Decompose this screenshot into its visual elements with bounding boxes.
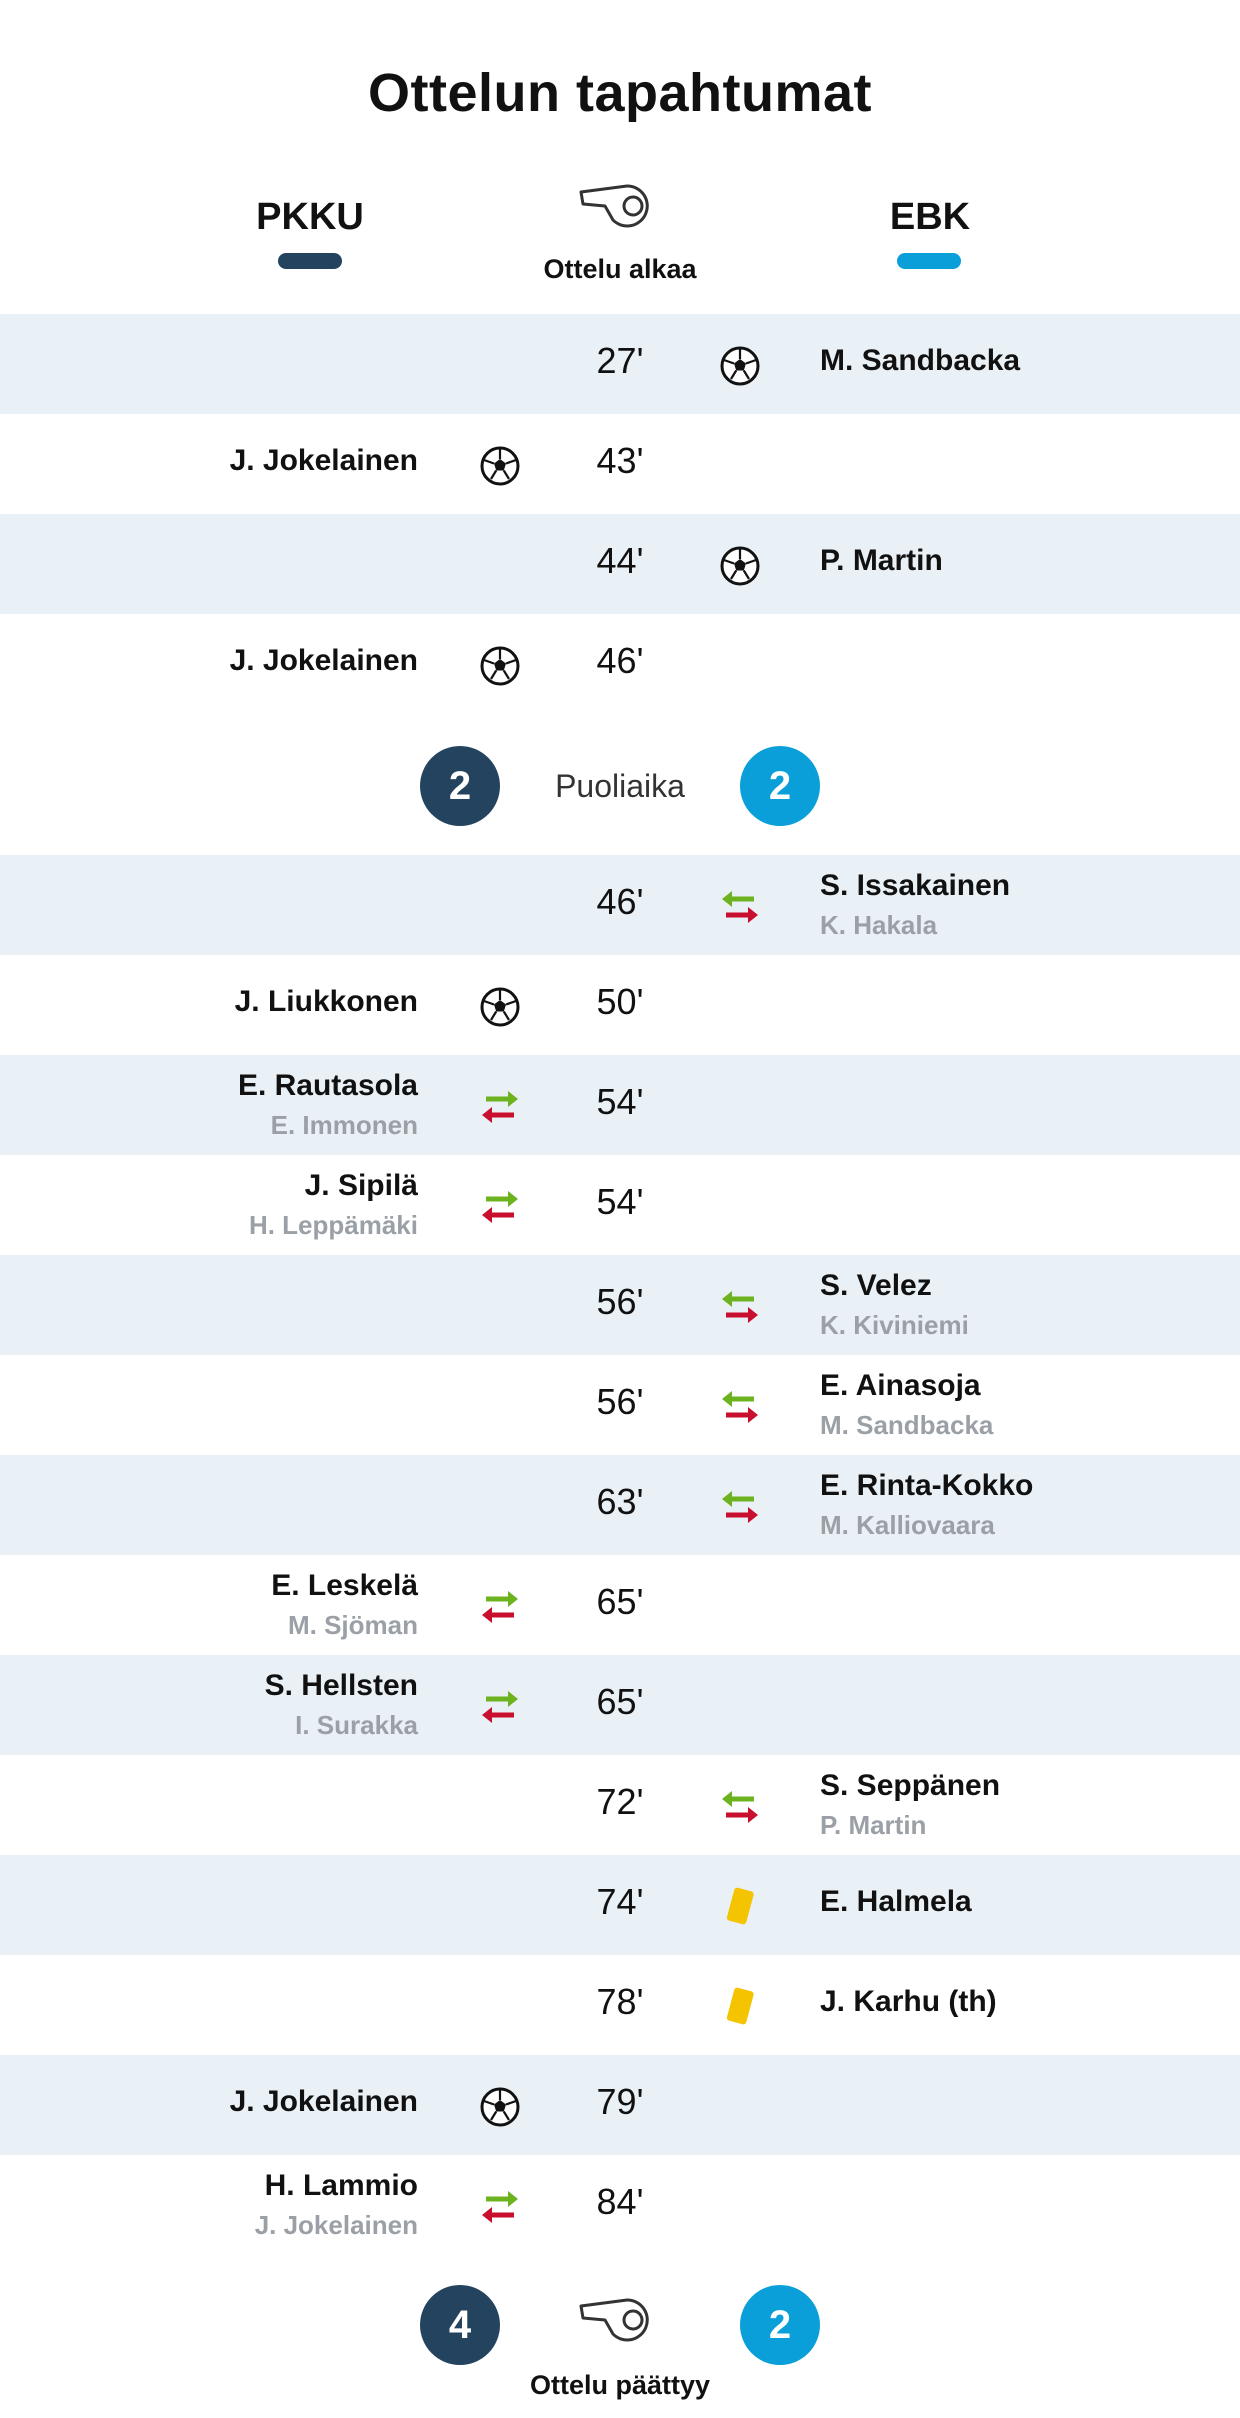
player-out-name: M. Sjöman <box>287 1610 418 1640</box>
yellow-card-icon <box>718 1985 762 2029</box>
event-minute: 65' <box>596 1681 644 1722</box>
player-in-name: E. Leskelä <box>271 1569 418 1602</box>
page-title: Ottelun tapahtumat <box>368 63 872 123</box>
fulltime-away-score: 2 <box>740 2285 820 2365</box>
substitution-arrows-icon <box>718 1485 762 1529</box>
substitution-arrows-icon <box>478 1085 522 1129</box>
match-start-label: Ottelu alkaa <box>543 254 697 284</box>
whistle-icon <box>575 2290 665 2350</box>
player-in-name: S. Issakainen <box>820 869 1011 902</box>
home-team-color-bar <box>278 253 342 269</box>
event-row: 74' E. Halmela <box>0 1855 1240 1955</box>
player-name: M. Sandbacka <box>820 344 1021 377</box>
event-row: 46' J. Jokelainen <box>0 614 1240 714</box>
halftime-away-score: 2 <box>740 746 820 826</box>
substitution-arrows-icon <box>478 1685 522 1729</box>
substitution-arrows-icon <box>478 2185 522 2229</box>
event-minute: 43' <box>596 440 644 481</box>
player-name: P. Martin <box>820 544 943 577</box>
event-minute: 46' <box>596 881 644 922</box>
event-row: 65' E. Leskelä M. Sjöman <box>0 1555 1240 1655</box>
player-name: J. Liukkonen <box>234 985 418 1018</box>
player-name: J. Karhu (th) <box>820 1985 997 2018</box>
event-minute: 56' <box>596 1381 644 1422</box>
halftime-label: Puoliaika <box>555 768 685 804</box>
event-row: 84' H. Lammio J. Jokelainen <box>0 2155 1240 2255</box>
substitution-arrows-icon <box>478 1185 522 1229</box>
event-minute: 46' <box>596 640 644 681</box>
player-name: J. Jokelainen <box>229 2085 418 2118</box>
event-minute: 63' <box>596 1481 644 1522</box>
player-out-name: I. Surakka <box>295 1710 418 1740</box>
halftime-home-score: 2 <box>420 746 500 826</box>
player-in-name: E. Rinta-Kokko <box>820 1469 1034 1502</box>
away-team-name: EBK <box>889 196 971 238</box>
event-row: 79' J. Jokelainen <box>0 2055 1240 2155</box>
event-minute: 54' <box>596 1081 644 1122</box>
fulltime-home-score: 4 <box>420 2285 500 2365</box>
player-out-name: H. Leppämäki <box>248 1210 418 1240</box>
event-minute: 78' <box>596 1981 644 2022</box>
event-row: 50' J. Liukkonen <box>0 955 1240 1055</box>
yellow-card-icon <box>718 1885 762 1929</box>
substitution-arrows-icon <box>718 1785 762 1829</box>
event-minute: 74' <box>596 1881 644 1922</box>
substitution-arrows-icon <box>718 885 762 929</box>
player-out-name: E. Immonen <box>270 1110 418 1140</box>
player-name: J. Jokelainen <box>229 644 418 677</box>
event-minute: 65' <box>596 1581 644 1622</box>
player-out-name: M. Kalliovaara <box>820 1510 995 1540</box>
player-name: J. Jokelainen <box>229 444 418 477</box>
event-row: 54' J. Sipilä H. Leppämäki <box>0 1155 1240 1255</box>
player-in-name: E. Rautasola <box>237 1069 418 1102</box>
event-row: 63' E. Rinta-Kokko M. Kalliovaara <box>0 1455 1240 1555</box>
soccer-ball-icon <box>478 985 522 1029</box>
event-row: 46' S. Issakainen K. Hakala <box>0 855 1240 955</box>
event-minute: 50' <box>596 981 644 1022</box>
player-in-name: H. Lammio <box>264 2169 418 2202</box>
match-end-label: Ottelu päättyy <box>529 2370 711 2400</box>
player-out-name: P. Martin <box>820 1810 927 1840</box>
soccer-ball-icon <box>718 544 762 588</box>
substitution-arrows-icon <box>478 1585 522 1629</box>
event-row: 27' M. Sandbacka <box>0 314 1240 414</box>
event-minute: 84' <box>596 2181 644 2222</box>
event-row: 65' S. Hellsten I. Surakka <box>0 1655 1240 1755</box>
event-row: 56' E. Ainasoja M. Sandbacka <box>0 1355 1240 1455</box>
event-row: 44' P. Martin <box>0 514 1240 614</box>
away-team-color-bar <box>897 253 961 269</box>
event-minute: 27' <box>596 340 644 381</box>
soccer-ball-icon <box>478 2085 522 2129</box>
player-in-name: E. Ainasoja <box>820 1369 981 1402</box>
player-out-name: M. Sandbacka <box>820 1410 994 1440</box>
event-row: 56' S. Velez K. Kiviniemi <box>0 1255 1240 1355</box>
event-minute: 44' <box>596 540 644 581</box>
player-out-name: K. Kiviniemi <box>820 1310 969 1340</box>
soccer-ball-icon <box>478 444 522 488</box>
event-minute: 79' <box>596 2081 644 2122</box>
player-out-name: K. Hakala <box>820 910 938 940</box>
player-out-name: J. Jokelainen <box>254 2210 418 2240</box>
player-in-name: J. Sipilä <box>304 1169 418 1202</box>
substitution-arrows-icon <box>718 1385 762 1429</box>
player-name: E. Halmela <box>820 1885 972 1918</box>
whistle-icon <box>575 176 665 236</box>
event-row: 78' J. Karhu (th) <box>0 1955 1240 2055</box>
event-minute: 56' <box>596 1281 644 1322</box>
player-in-name: S. Hellsten <box>264 1669 418 1702</box>
event-row: 54' E. Rautasola E. Immonen <box>0 1055 1240 1155</box>
player-in-name: S. Seppänen <box>820 1769 1001 1802</box>
event-row: 43' J. Jokelainen <box>0 414 1240 514</box>
soccer-ball-icon <box>478 644 522 688</box>
player-in-name: S. Velez <box>820 1269 932 1302</box>
substitution-arrows-icon <box>718 1285 762 1329</box>
event-minute: 54' <box>596 1181 644 1222</box>
event-row: 72' S. Seppänen P. Martin <box>0 1755 1240 1855</box>
soccer-ball-icon <box>718 344 762 388</box>
home-team-name: PKKU <box>256 196 364 238</box>
event-minute: 72' <box>596 1781 644 1822</box>
